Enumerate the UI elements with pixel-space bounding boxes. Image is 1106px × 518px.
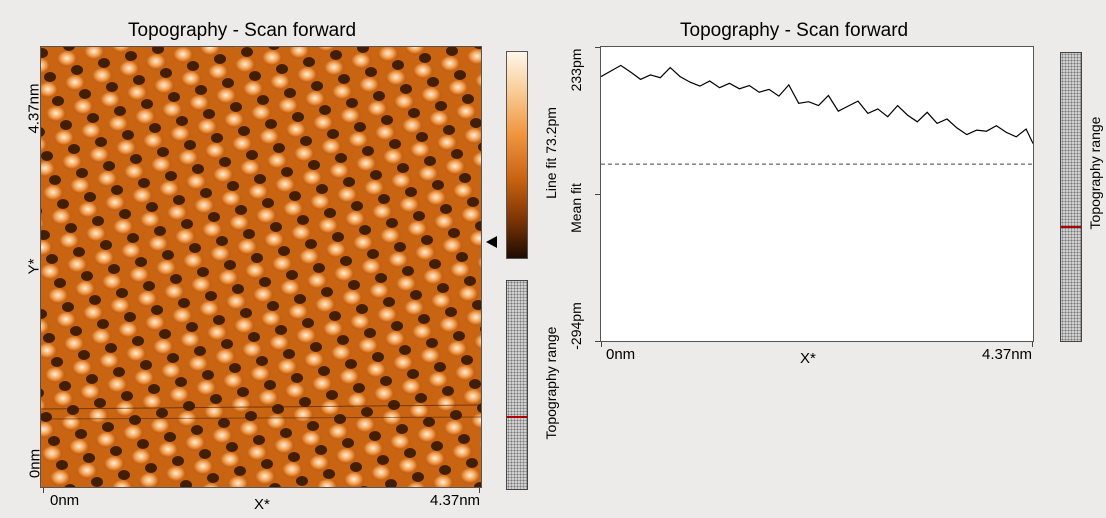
line-profile-plot[interactable] <box>600 46 1034 342</box>
right-topography-range-bar[interactable] <box>1060 52 1082 342</box>
right-x-axis-label: X* <box>800 350 816 367</box>
right-range-label: Topography range <box>1087 116 1103 230</box>
topography-image[interactable] <box>40 46 482 488</box>
left-x-max-label: 4.37nm <box>430 492 481 509</box>
right-x-min-label: 0nm <box>606 346 636 363</box>
left-x-tick-end <box>479 488 480 493</box>
left-range-marker <box>507 416 527 419</box>
left-x-axis-label: X* <box>254 496 270 513</box>
right-y-tick-mid <box>595 194 600 195</box>
topography-image-canvas <box>41 47 481 487</box>
color-scale-bar <box>506 51 528 259</box>
profile-series-line <box>600 64 1034 144</box>
right-y-tick-top <box>595 47 600 48</box>
left-x-min-label: 0nm <box>50 492 80 509</box>
left-y-axis-label: Y* <box>25 258 43 275</box>
right-panel-title: Topography - Scan forward <box>680 20 909 41</box>
left-panel-title: Topography - Scan forward <box>128 20 357 41</box>
left-y-min-label: 0nm <box>26 448 44 479</box>
right-x-max-label: 4.37nm <box>982 346 1033 363</box>
right-y-axis-label: Mean fit <box>568 183 584 233</box>
right-y-top-label: 233pm <box>568 48 584 92</box>
right-range-marker <box>1061 225 1081 228</box>
line-profile-canvas <box>600 64 1034 165</box>
left-range-label: Topography range <box>543 326 559 440</box>
colorbar-label: Line fit 73.2pm <box>543 107 559 199</box>
right-y-tick-bottom <box>595 341 600 342</box>
left-topography-range-bar[interactable] <box>506 280 528 490</box>
right-x-tick-start <box>601 342 602 347</box>
left-x-tick-start <box>43 488 44 493</box>
right-y-bottom-label: -294pm <box>568 302 584 350</box>
colorbar-slider-handle[interactable] <box>484 235 498 249</box>
left-y-max-label: 4.37nm <box>25 83 43 134</box>
right-x-tick-end <box>1032 342 1033 347</box>
